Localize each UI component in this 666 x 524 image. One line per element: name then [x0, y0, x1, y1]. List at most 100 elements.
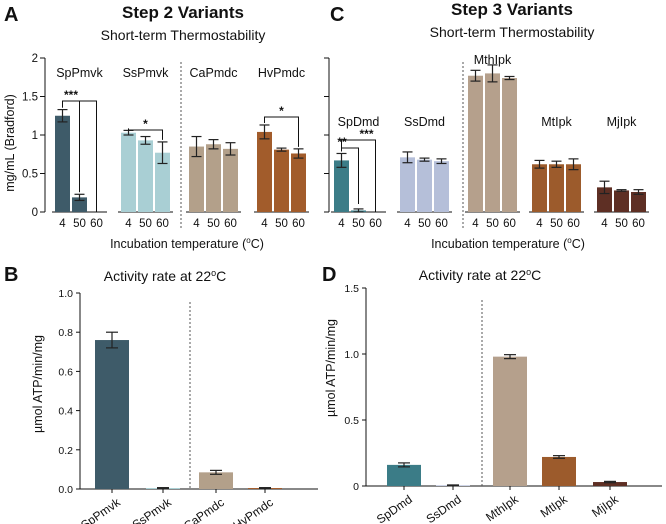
y-tick-label: 0.6 [58, 366, 73, 378]
bar [257, 131, 272, 212]
significance-bracket [264, 116, 299, 147]
x-tick-label: 60 [90, 218, 103, 230]
panel-d-ylabel: µmol ATP/min/mg [324, 319, 338, 417]
x-tick-label: 4 [472, 218, 479, 230]
bar [400, 157, 415, 212]
significance-label: * [143, 117, 148, 131]
y-tick-label: 0.5 [344, 415, 359, 427]
category-label: MthIpk [483, 492, 521, 524]
significance-bracket [128, 128, 163, 140]
bar [121, 132, 136, 212]
panel-d-title: Activity rate at 22oC [419, 267, 542, 283]
y-tick-label: 1 [32, 130, 38, 142]
significance-label: * [279, 104, 284, 118]
bar [138, 140, 153, 212]
panel-c-xlabel: Incubation temperature (oC) [431, 236, 585, 251]
x-tick-label: 50 [207, 218, 220, 230]
x-tick-label: 60 [567, 218, 580, 230]
bar [189, 146, 204, 212]
x-tick-label: 4 [261, 218, 268, 230]
panel-b-title: Activity rate at 22oC [104, 268, 227, 284]
significance-label: ** [337, 135, 347, 149]
bar [206, 144, 221, 212]
y-tick-label: 1.5 [22, 92, 38, 104]
bar [223, 148, 238, 212]
x-tick-label: 4 [59, 218, 66, 230]
category-label: SsDmd [424, 492, 464, 524]
group-label: MtIpk [541, 115, 572, 129]
panel-a-title: Step 2 Variants [122, 3, 244, 22]
bar [614, 190, 629, 212]
group-label: SsPmvk [123, 66, 170, 80]
x-tick-label: 50 [139, 218, 152, 230]
group-label: SpPmvk [56, 66, 103, 80]
significance-label: *** [359, 127, 373, 141]
y-tick-label: 2 [32, 53, 38, 65]
group-label: MjIpk [607, 115, 638, 129]
category-label: HvPmdc [231, 495, 276, 524]
bar [387, 464, 421, 486]
x-tick-label: 60 [369, 218, 382, 230]
y-tick-label: 0 [353, 481, 359, 493]
y-tick-label: 1.0 [58, 288, 73, 300]
panel-letter-d: D [322, 264, 336, 286]
panel-letter-c: C [330, 4, 344, 26]
category-label: CaPmdc [181, 495, 227, 524]
x-tick-label: 50 [418, 218, 431, 230]
group-label: MthIpk [474, 53, 512, 67]
panel-b-ylabel: µmol ATP/min/mg [31, 335, 45, 433]
category-label: SpDmd [374, 492, 415, 524]
category-label: MjIpk [589, 492, 621, 520]
x-tick-label: 50 [550, 218, 563, 230]
significance-label: *** [64, 88, 78, 102]
panel-letter-a: A [4, 4, 18, 26]
group-label: SsDmd [404, 115, 445, 129]
bar [334, 160, 349, 212]
x-tick-label: 4 [193, 218, 200, 230]
panel-a-xlabel: Incubation temperature (oC) [110, 236, 264, 251]
panel-a-subtitle: Short-term Thermostability [101, 27, 266, 43]
bar [155, 152, 170, 212]
x-tick-label: 60 [435, 218, 448, 230]
x-tick-label: 4 [536, 218, 543, 230]
x-tick-label: 4 [601, 218, 608, 230]
bar [485, 73, 500, 213]
y-tick-label: 0.8 [58, 327, 73, 339]
bar [55, 115, 70, 212]
x-tick-label: 50 [615, 218, 628, 230]
x-tick-label: 50 [486, 218, 499, 230]
x-tick-label: 60 [224, 218, 237, 230]
panel-a-ylabel: mg/mL (Bradford) [3, 94, 17, 191]
bar [291, 153, 306, 212]
x-tick-label: 4 [125, 218, 132, 230]
category-label: SsPmvk [130, 495, 175, 524]
y-tick-label: 1.5 [344, 283, 359, 295]
bar [199, 472, 233, 489]
x-tick-label: 4 [404, 218, 411, 230]
bar [502, 78, 517, 213]
x-tick-label: 60 [632, 218, 645, 230]
x-tick-label: 60 [292, 218, 305, 230]
group-label: SpDmd [338, 115, 380, 129]
bar [434, 161, 449, 212]
bar [593, 482, 627, 486]
bar [274, 149, 289, 212]
bar [566, 164, 581, 212]
significance-bracket [341, 139, 376, 212]
group-label: CaPmdc [190, 66, 238, 80]
group-label: HvPmdc [258, 66, 305, 80]
x-tick-label: 60 [156, 218, 169, 230]
bar [542, 456, 576, 486]
y-tick-label: 1.0 [344, 349, 359, 361]
y-tick-label: 0.2 [58, 445, 73, 457]
x-tick-label: 4 [338, 218, 345, 230]
significance-bracket [62, 100, 97, 212]
x-tick-label: 60 [503, 218, 516, 230]
panel-c-title: Step 3 Variants [451, 0, 573, 19]
x-tick-label: 50 [352, 218, 365, 230]
panel-letter-b: B [4, 264, 18, 286]
bar [95, 340, 129, 489]
bar [468, 75, 483, 213]
bar [631, 191, 646, 212]
